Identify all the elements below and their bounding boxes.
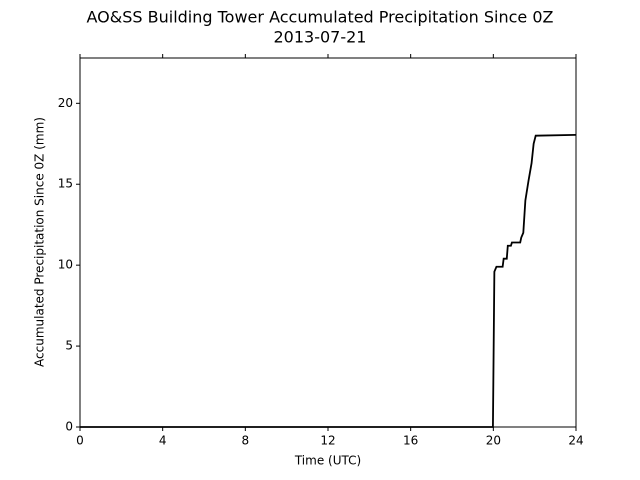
x-tick-label: 20 (486, 434, 501, 448)
plot-frame (79, 57, 577, 428)
x-tick-label: 24 (568, 434, 583, 448)
x-tick-label: 0 (76, 434, 84, 448)
x-axis-label: Time (UTC) (294, 454, 361, 468)
chart-subtitle: 2013-07-21 (274, 28, 367, 47)
y-tick-label: 10 (58, 258, 73, 272)
y-tick-label: 20 (58, 96, 73, 110)
y-axis-label: Accumulated Precipitation Since 0Z (mm) (33, 117, 47, 367)
chart-title: AO&SS Building Tower Accumulated Precipi… (87, 8, 554, 27)
x-tick-label: 8 (242, 434, 250, 448)
y-tick-label: 15 (58, 177, 73, 191)
data-line (80, 133, 577, 428)
x-tick-label: 16 (403, 434, 418, 448)
x-tick-label: 12 (320, 434, 335, 448)
y-tick-label: 5 (65, 339, 73, 353)
y-tick-label: 0 (65, 420, 73, 434)
x-tick-label: 4 (159, 434, 167, 448)
